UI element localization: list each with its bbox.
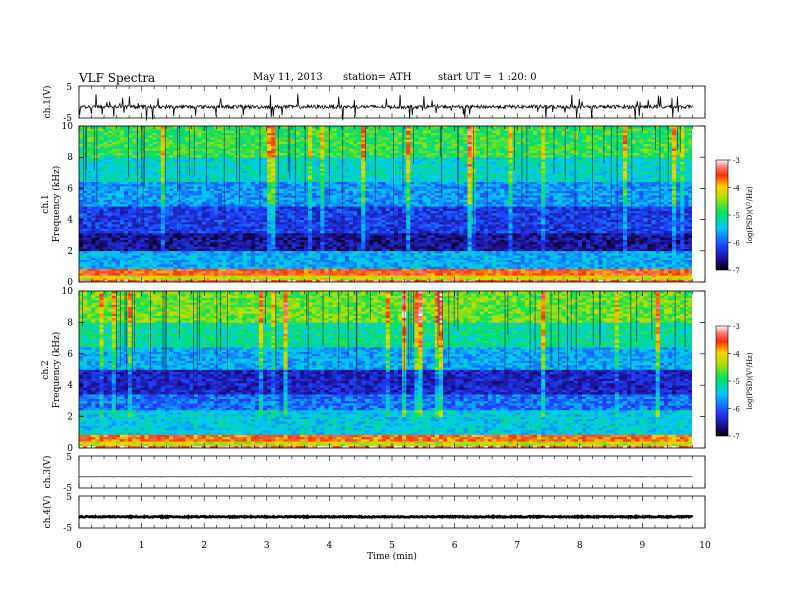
x-tick-label-8: 8 [577,541,583,551]
ch1-colorbar-label: log(PSD)(V²/Hz) [746,186,754,243]
ch2-spec-ylabel: ch.2Frequency (kHz) [41,332,62,409]
spec1-ytick-8: 8 [67,153,73,163]
spec2-ytick-6: 6 [67,350,73,360]
x-tick-label-6: 6 [452,541,458,551]
plot-title: VLF Spectra [79,71,155,85]
ch4-ylabel: ch.4(V) [42,496,53,529]
cb1-ticks--4: -4 [733,185,740,193]
ch2-spec-yticks: 0 2 4 6 8 10 [62,287,705,454]
cb2-ticks--6: -6 [733,406,740,414]
ch2-colorbar: -3 -4 -5 -6 -7 log(PSD)(V²/Hz) [715,323,754,441]
ch3-ytick-top: 5 [66,453,72,463]
station-label: station= ATH [343,72,411,83]
ch1-spectrogram-panel: 0 2 4 6 8 10 ch.1Frequency (kHz) [41,122,706,288]
spec1-ytick-4: 4 [67,216,73,226]
x-tick-label-9: 9 [640,541,646,551]
spec2-ytick-4: 4 [67,381,73,391]
start-time-label: start UT = 1 :20: 0 [438,72,537,83]
x-tick-label-10: 10 [699,541,711,551]
x-axis-tick-labels: 0 1 2 3 4 5 6 7 8 9 10 [76,541,711,551]
ch2-spectrogram-panel: 0 2 4 6 8 10 ch.2Frequency (kHz) [41,287,706,454]
ch1-ylabel: ch.1(V) [42,86,53,119]
x-tick-label-3: 3 [264,541,270,551]
ch4-ytick-bottom: -5 [63,524,72,534]
ch1-spec-yticks: 0 2 4 6 8 10 [62,122,705,288]
spec2-ytick-0: 0 [67,444,73,454]
cb1-ticks--6: -6 [733,240,740,248]
cb2-ticks--5: -5 [733,378,740,386]
cb1-ticks--3: -3 [733,157,740,165]
ch3-ytick-bottom: -5 [63,484,72,494]
ch1-trace [78,93,693,121]
spec1-ytick-10: 10 [62,122,74,132]
spec2-ytick-10: 10 [62,287,74,297]
cb2-ticks--7: -7 [733,433,740,441]
ch4-ytick-top: 5 [66,493,72,503]
cb1-ticks--5: -5 [733,212,740,220]
spec1-ytick-0: 0 [67,278,73,288]
ch3-ylabel: ch.3(V) [42,456,53,489]
date-label: May 11, 2013 [253,72,323,83]
x-tick-label-0: 0 [76,541,82,551]
ch1-ytick-top: 5 [66,83,72,93]
ch2-spectrogram-image [79,291,692,448]
x-tick-label-1: 1 [139,541,145,551]
ch1-ytick-bottom: -5 [63,114,72,124]
x-tick-label-4: 4 [327,541,333,551]
ch1-spec-ylabel: ch.1Frequency (kHz) [41,166,62,243]
spec2-ytick-8: 8 [67,318,73,328]
cb2-ticks--3: -3 [733,323,740,331]
x-tick-label-5: 5 [389,541,395,551]
spec1-ytick-2: 2 [67,247,73,257]
ch2-colorbar-label: log(PSD)(V²/Hz) [746,352,754,409]
ch4-trace [78,513,694,520]
x-axis-ticks [78,86,706,528]
spec1-ytick-6: 6 [67,184,73,194]
x-tick-label-7: 7 [514,541,520,551]
ch1-colorbar: -3 -4 -5 -6 -7 log(PSD)(V²/Hz) [715,157,754,275]
cb2-ticks--4: -4 [733,351,740,359]
cb1-ticks--7: -7 [733,267,740,275]
spec2-ytick-2: 2 [67,413,73,423]
x-tick-label-2: 2 [201,541,207,551]
x-axis-label: Time (min) [367,551,417,562]
ch1-spectrogram-image [79,126,692,282]
